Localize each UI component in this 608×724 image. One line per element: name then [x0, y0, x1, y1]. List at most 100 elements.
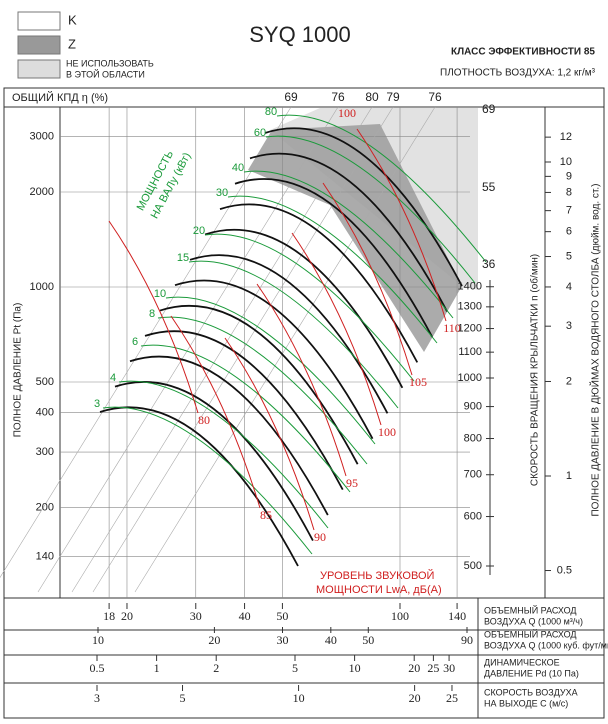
- sound-line: [108, 220, 199, 414]
- row-tick-label: 20: [409, 691, 421, 705]
- legend-k-swatch: [17, 11, 61, 31]
- pressure-tick-label: 1000: [30, 281, 54, 293]
- row-tick-label: 140: [448, 609, 466, 623]
- sound-value: 100: [338, 106, 356, 120]
- row-tick-label: 18: [103, 609, 115, 623]
- row-tick-label: 90: [461, 633, 473, 647]
- sound-value: 95: [346, 476, 358, 490]
- legend-k: K: [68, 12, 77, 27]
- speed-tick-label: 500: [464, 560, 482, 572]
- efficiency-right-label: 36: [482, 257, 496, 271]
- inch-tick-label: 5: [566, 250, 572, 262]
- efficiency-top-label: 69: [284, 90, 298, 104]
- speed-tick-label: 1300: [458, 301, 482, 313]
- row-tick-label: 30: [277, 633, 289, 647]
- inch-tick-label: 4: [566, 281, 572, 293]
- speed-tick-label: 800: [464, 432, 482, 444]
- row-label: ОБЪЕМНЫЙ РАСХОД: [484, 628, 576, 639]
- sound-label: МОЩНОСТИ LwA, дБ(A): [316, 584, 442, 596]
- efficiency-top-label: 76: [428, 90, 442, 104]
- row-tick-label: 25: [427, 661, 439, 675]
- efficiency-line: [37, 106, 339, 593]
- inch-tick-label: 9: [566, 170, 572, 182]
- power-value: 40: [232, 162, 244, 174]
- power-value: 6: [132, 336, 138, 348]
- efficiency-line: [71, 106, 373, 593]
- efficiency-top-label: 79: [386, 90, 400, 104]
- row-tick-label: 40: [325, 633, 337, 647]
- sound-line: [291, 232, 382, 426]
- power-line: [157, 316, 368, 465]
- sound-value: 80: [198, 413, 210, 427]
- row-tick-label: 40: [239, 609, 251, 623]
- row-tick-label: 20: [121, 609, 133, 623]
- pressure-axis-label: ПОЛНОЕ ДАВЛЕНИЕ Pt (Па): [13, 303, 24, 438]
- power-line: [227, 195, 438, 344]
- efficiency-top-label: 76: [331, 90, 345, 104]
- row-tick-label: 30: [190, 609, 202, 623]
- row-tick-label: 10: [293, 691, 305, 705]
- power-line: [243, 170, 454, 319]
- fan-curve: [144, 330, 344, 491]
- efficiency-right-label: 69: [482, 102, 496, 116]
- row-tick-label: 50: [276, 609, 288, 623]
- legend-z-swatch: [17, 35, 61, 55]
- row-tick-label: 5: [292, 661, 298, 675]
- row-tick-label: 10: [92, 633, 104, 647]
- efficiency-right-label: 55: [482, 180, 496, 194]
- inch-tick-label: 3: [566, 320, 572, 332]
- speed-tick-label: 1400: [458, 281, 482, 293]
- power-value: 30: [216, 187, 228, 199]
- legend-na: НЕ ИСПОЛЬЗОВАТЬ: [66, 58, 154, 68]
- row-tick-label: 100: [391, 609, 409, 623]
- fan-curve: [249, 152, 448, 312]
- row-label: ОБЪЕМНЫЙ РАСХОД: [484, 604, 576, 615]
- sound-line: [356, 128, 447, 322]
- pressure-tick-label: 3000: [30, 130, 54, 142]
- speed-tick-label: 1000: [458, 372, 482, 384]
- power-line: [165, 296, 376, 445]
- inch-tick-label: 0.5: [557, 564, 572, 576]
- speed-tick-label: 700: [464, 469, 482, 481]
- sound-line: [322, 182, 413, 376]
- inch-tick-label: 12: [560, 131, 572, 143]
- row-tick-label: 20: [208, 633, 220, 647]
- inch-tick-label: 10: [560, 156, 572, 168]
- row-tick-label: 50: [362, 633, 374, 647]
- speed-tick-label: 900: [464, 400, 482, 412]
- power-value: 10: [154, 288, 166, 300]
- row-tick-label: 30: [443, 661, 455, 675]
- sound-value: 105: [409, 375, 427, 389]
- efficiency-header: ОБЩИЙ КПД η (%): [12, 91, 108, 104]
- pressure-tick-label: 200: [36, 502, 54, 514]
- speed-axis-label: СКОРОСТЬ ВРАЩЕНИЯ КРЫЛЬЧАТКИ n (об/мин): [529, 254, 541, 486]
- row-tick-label: 0.5: [90, 661, 105, 675]
- fan-curve: [159, 305, 359, 465]
- fan-curve: [264, 127, 463, 287]
- sound-line: [224, 337, 315, 531]
- sound-line: [256, 283, 347, 477]
- power-line: [118, 380, 329, 529]
- power-value: 3: [94, 398, 100, 410]
- speed-tick-label: 1200: [458, 322, 482, 334]
- pressure-tick-label: 300: [36, 446, 54, 458]
- row-label: СКОРОСТЬ ВОЗДУХА: [484, 687, 578, 697]
- sound-label: УРОВЕНЬ ЗВУКОВОЙ: [320, 569, 434, 582]
- fan-curve: [234, 178, 433, 338]
- row-tick-label: 2: [213, 661, 219, 675]
- inch-tick-label: 6: [566, 226, 572, 238]
- air-density: ПЛОТНОСТЬ ВОЗДУХА: 1,2 кг/м³: [440, 68, 596, 79]
- efficiency-class: КЛАСС ЭФФЕКТИВНОСТИ 85: [451, 47, 595, 58]
- power-value: 20: [193, 225, 205, 237]
- power-value: 15: [177, 252, 189, 264]
- power-line: [265, 135, 476, 284]
- power-value: 80: [265, 106, 277, 118]
- row-label: ВОЗДУХА Q (1000 м³/ч): [484, 616, 583, 626]
- fan-curve: [219, 203, 419, 363]
- sound-line: [170, 315, 261, 509]
- frame: [3, 87, 605, 719]
- row-label: НА ВЫХОДЕ C (м/с): [484, 698, 568, 708]
- title: SYQ 1000: [249, 22, 351, 47]
- efficiency-line: [134, 106, 436, 593]
- fan-curve: [204, 228, 404, 389]
